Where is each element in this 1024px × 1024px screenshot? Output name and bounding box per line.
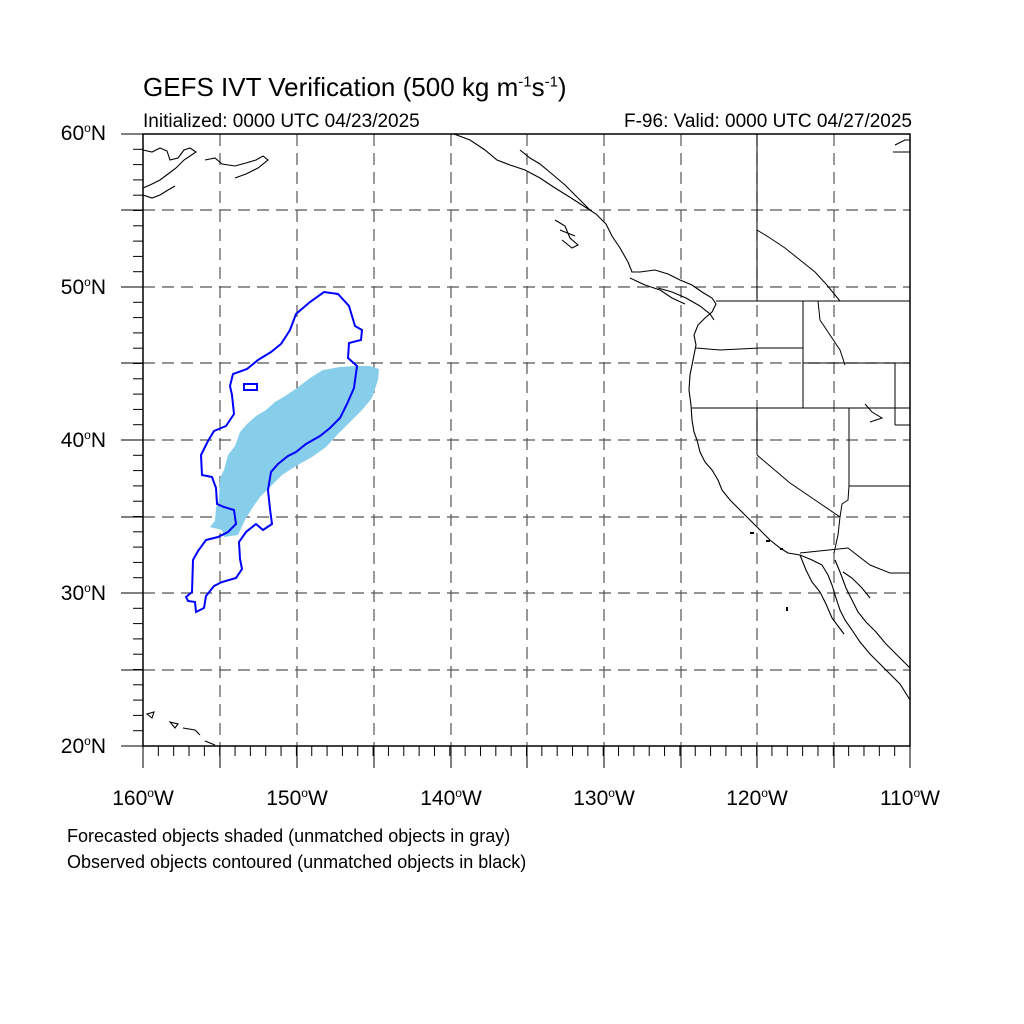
political-boundaries xyxy=(692,134,910,574)
lon-label-120: 120oW xyxy=(726,786,788,810)
lon-label-130: 130oW xyxy=(573,786,635,810)
lat-label-50: 50oN xyxy=(60,275,106,299)
title-unit-s: s xyxy=(531,72,545,102)
lat-label-40: 40oN xyxy=(60,428,106,452)
observed-object-contour xyxy=(184,290,364,614)
title-close: ) xyxy=(557,72,567,102)
title-text: GEFS IVT Verification (500 kg m xyxy=(143,72,519,102)
coastlines xyxy=(142,133,911,746)
minor-tick-marks xyxy=(133,133,911,756)
lon-label-150: 150oW xyxy=(266,786,328,810)
title-exponent-2: -1 xyxy=(544,73,558,91)
lat-label-30: 30oN xyxy=(60,581,106,605)
map-title: GEFS IVT Verification (500 kg m-1s-1) xyxy=(143,72,567,103)
legend-observed-note: Observed objects contoured (unmatched ob… xyxy=(67,852,527,872)
lat-label-60: 60oN xyxy=(60,121,106,145)
forecast-object-shaded xyxy=(210,366,379,537)
valid-time-label: F-96: Valid: 0000 UTC 04/27/2025 xyxy=(624,111,912,132)
title-exponent-1: -1 xyxy=(518,73,532,91)
lon-label-140: 140oW xyxy=(420,786,482,810)
initialized-label: Initialized: 0000 UTC 04/23/2025 xyxy=(143,111,420,132)
lon-label-110: 110oW xyxy=(880,786,940,810)
observed-object-contour-hole xyxy=(243,383,258,391)
lon-label-160: 160oW xyxy=(112,786,174,810)
lat-label-20: 20oN xyxy=(60,734,106,758)
legend-forecast-note: Forecasted objects shaded (unmatched obj… xyxy=(67,826,511,846)
channel-islands xyxy=(750,532,788,611)
